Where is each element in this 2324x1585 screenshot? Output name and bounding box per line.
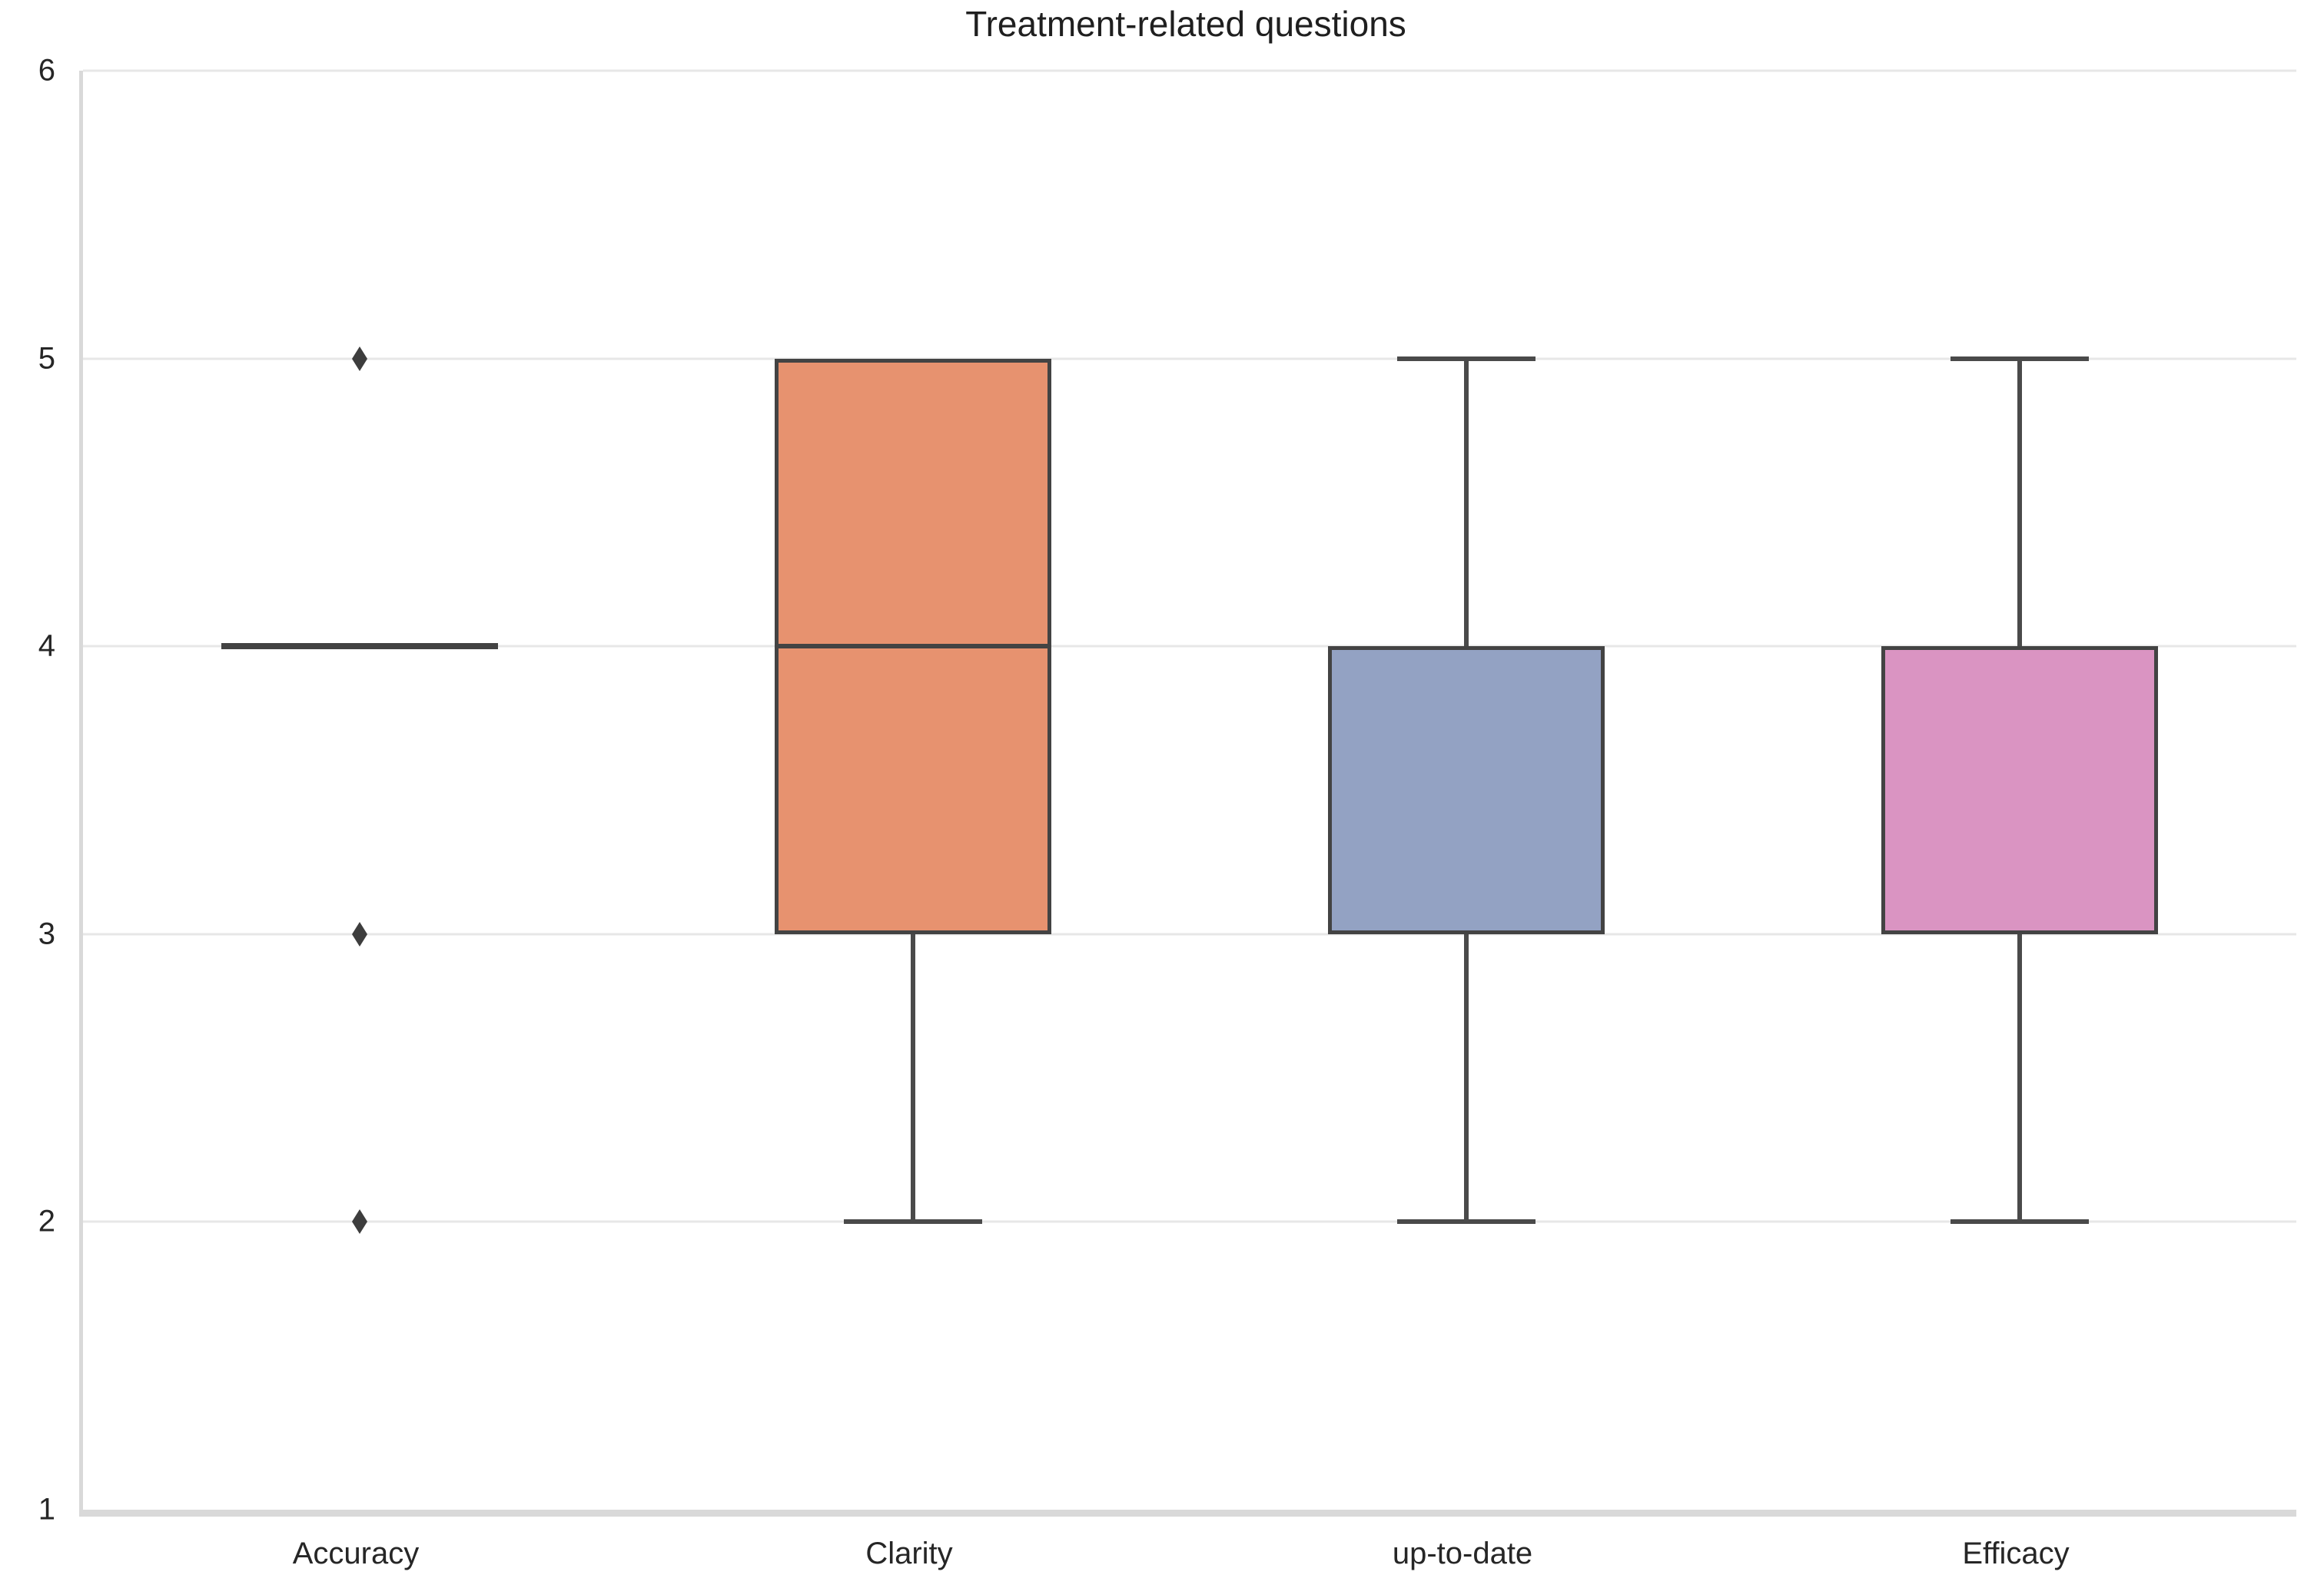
lower-whisker-cap-clarity (844, 1219, 982, 1225)
y-tick-label-2: 2 (38, 1204, 55, 1238)
y-tick-label-5: 5 (38, 341, 55, 376)
box-column-efficacy (1743, 71, 2296, 1510)
upper-whisker-up-to-date (1464, 358, 1469, 647)
gridline-3 (83, 933, 2296, 936)
x-category-label-accuracy: Accuracy (292, 1537, 420, 1570)
plot-area (79, 69, 2296, 1517)
chart-title: Treatment-related questions (965, 4, 1406, 44)
gridline-5 (83, 357, 2296, 360)
upper-whisker-cap-up-to-date (1397, 356, 1536, 361)
lower-whisker-up-to-date (1464, 933, 1469, 1222)
gridline-4 (83, 645, 2296, 648)
box-efficacy (1881, 646, 2158, 934)
median-line-clarity (775, 644, 1051, 649)
diamond-marker-icon (352, 1209, 367, 1235)
box-column-accuracy (83, 71, 636, 1510)
x-category-label-clarity: Clarity (865, 1537, 953, 1570)
x-axis-category-labels: Accuracy Clarity up-to-date Efficacy (79, 1530, 2292, 1577)
outlier-diamond-accuracy-5 (352, 346, 367, 371)
collapsed-box-accuracy (221, 643, 498, 650)
box-column-up-to-date (1190, 71, 1743, 1510)
y-tick-label-6: 6 (38, 53, 55, 88)
lower-whisker-clarity (911, 933, 915, 1222)
lower-whisker-efficacy (2017, 933, 2022, 1222)
box-up-to-date (1328, 646, 1605, 934)
gridline-2 (83, 1220, 2296, 1223)
box-column-clarity (636, 71, 1190, 1510)
x-category-label-efficacy: Efficacy (1962, 1537, 2070, 1570)
lower-whisker-cap-efficacy (1950, 1219, 2089, 1225)
upper-whisker-cap-efficacy (1950, 356, 2089, 361)
y-tick-label-3: 3 (38, 917, 55, 951)
y-tick-label-1: 1 (38, 1492, 55, 1527)
upper-whisker-efficacy (2017, 358, 2022, 647)
y-axis-tick-labels: 6 5 4 3 2 1 (0, 54, 55, 1527)
y-tick-label-4: 4 (38, 628, 55, 663)
gridline-6 (83, 69, 2296, 72)
outlier-diamond-accuracy-3 (352, 921, 367, 947)
outlier-diamond-accuracy-2 (352, 1209, 367, 1235)
diamond-marker-icon (352, 346, 367, 371)
x-category-label-up-to-date: up-to-date (1392, 1537, 1533, 1570)
diamond-marker-icon (352, 921, 367, 947)
lower-whisker-cap-up-to-date (1397, 1219, 1536, 1225)
